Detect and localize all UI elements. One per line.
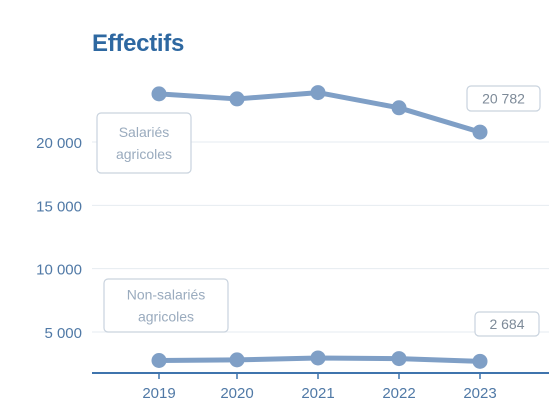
x-tick-label: 2022 <box>382 385 415 402</box>
data-point <box>229 352 245 368</box>
data-point <box>310 350 326 366</box>
data-point <box>151 86 167 102</box>
data-point <box>310 85 326 101</box>
data-point <box>229 91 245 107</box>
end-value-box <box>474 311 540 337</box>
x-tick-label: 2023 <box>463 385 496 402</box>
series-label-box <box>103 278 229 333</box>
data-point <box>151 353 167 368</box>
y-tick-label: 15 000 <box>36 198 82 215</box>
series-label-box <box>96 112 192 174</box>
data-point <box>391 100 407 116</box>
series-label: Salariés <box>119 124 170 140</box>
series-label: agricoles <box>116 146 172 162</box>
chart-title: Effectifs <box>92 30 184 57</box>
data-point <box>472 353 488 369</box>
series-label: Non-salariés <box>127 287 206 303</box>
end-value-label: 20 782 <box>482 91 525 107</box>
data-point <box>391 351 407 367</box>
y-tick-label: 10 000 <box>36 262 82 279</box>
y-tick-label: 5 000 <box>44 325 82 342</box>
x-tick-label: 2019 <box>142 385 175 402</box>
y-tick-label: 20 000 <box>36 135 82 152</box>
x-tick-label: 2020 <box>220 385 253 402</box>
data-point <box>472 124 488 140</box>
end-value-label: 2 684 <box>489 316 524 332</box>
x-tick-label: 2021 <box>301 385 334 402</box>
series-label: agricoles <box>138 309 194 325</box>
end-value-box <box>466 85 541 112</box>
